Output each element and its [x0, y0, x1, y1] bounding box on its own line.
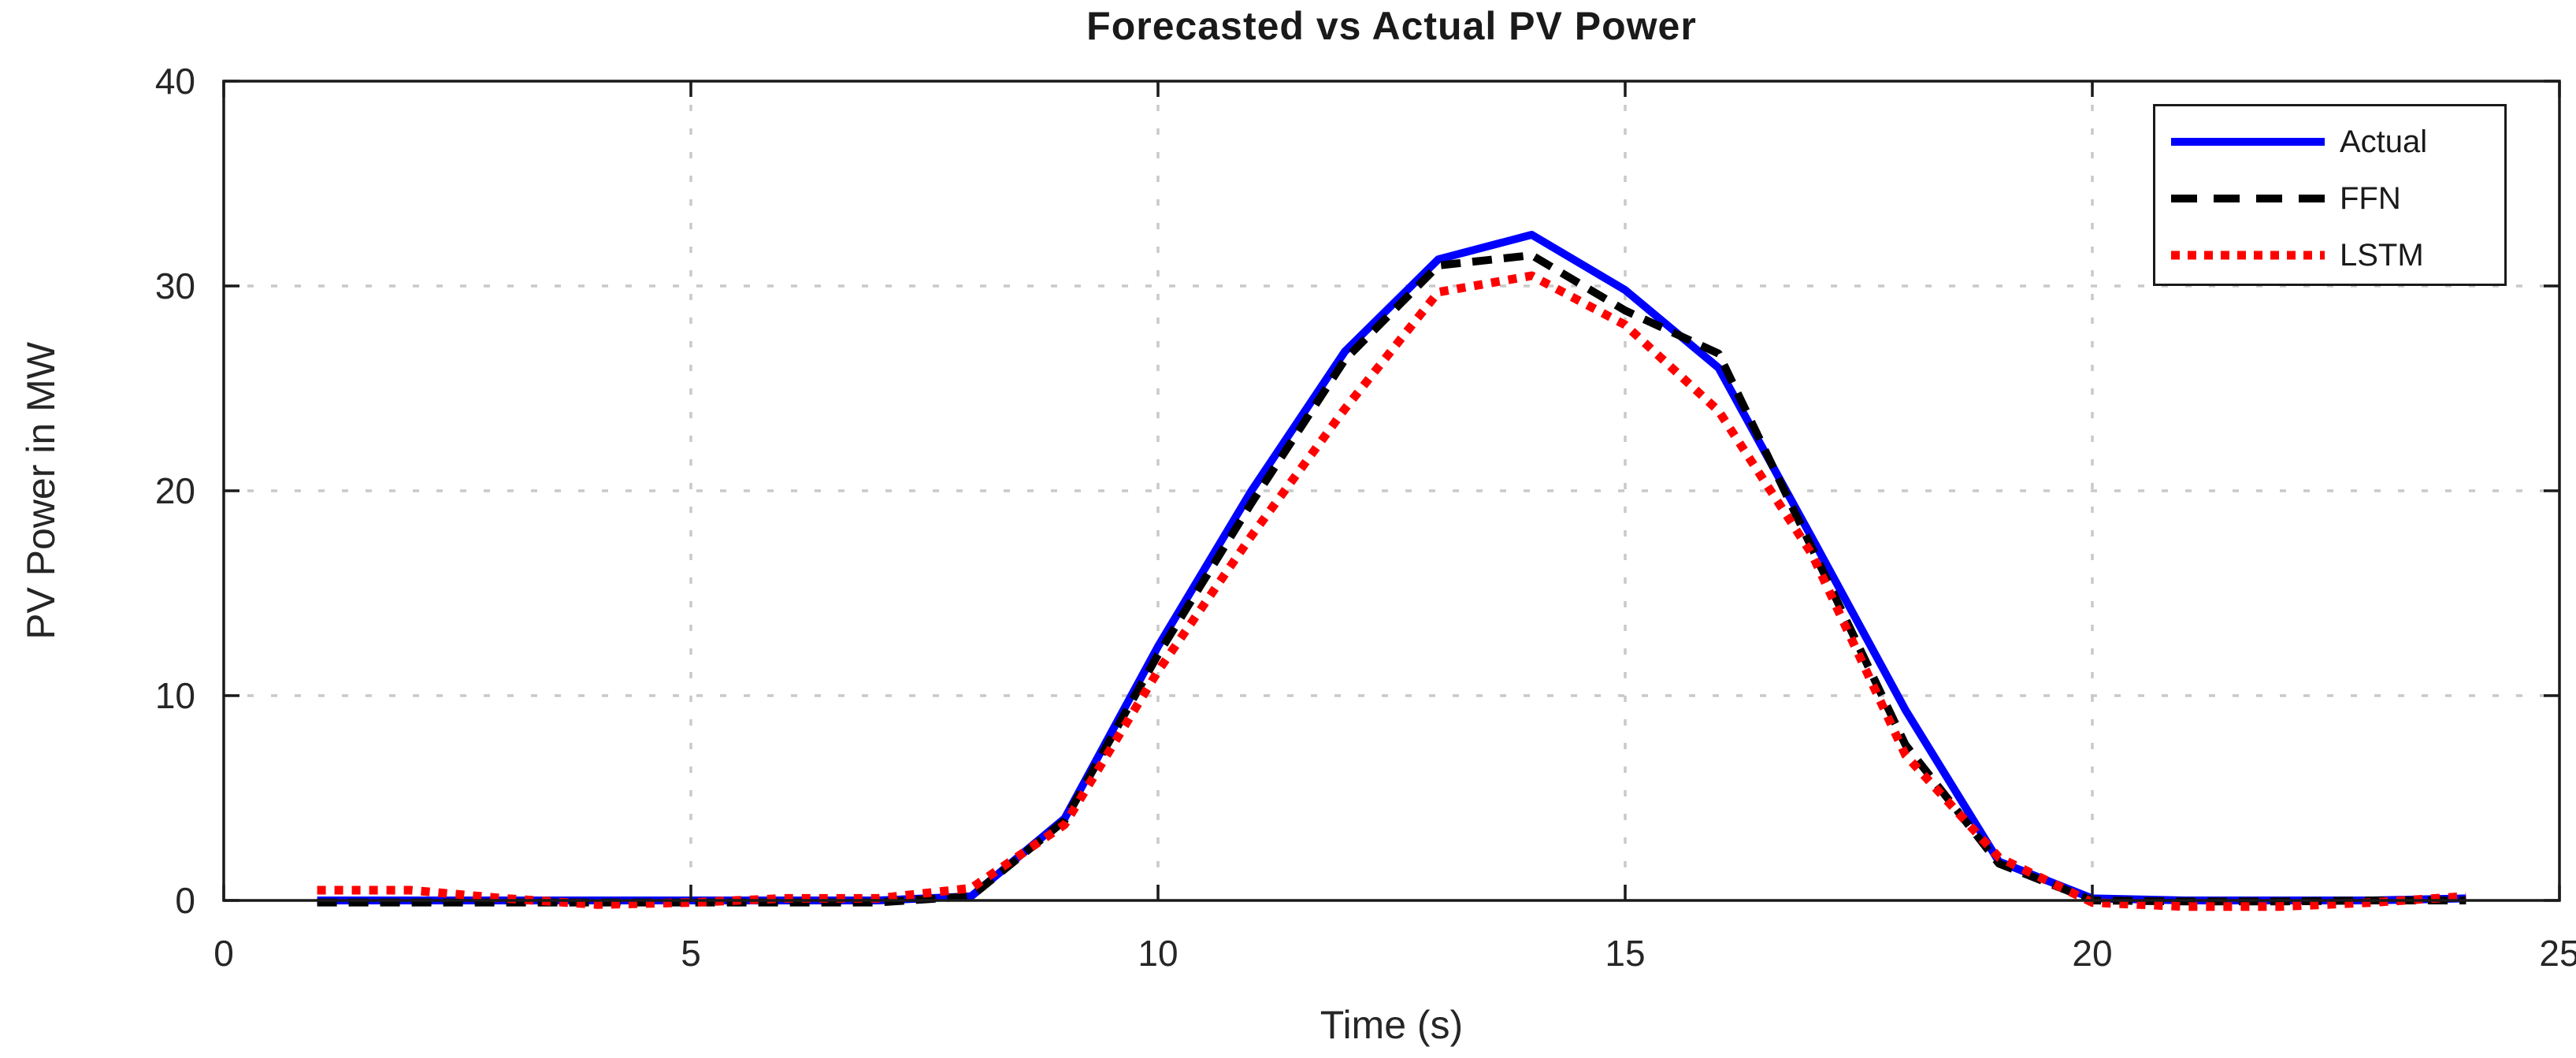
legend-line-sample-actual — [2171, 138, 2325, 146]
y-tick-label: 20 — [154, 470, 195, 511]
y-tick-label: 10 — [154, 675, 195, 716]
legend-item-lstm: LSTM — [2155, 227, 2504, 284]
x-tick-label: 20 — [2072, 933, 2113, 974]
series-line-lstm — [317, 271, 2467, 911]
legend-line-sample-ffn — [2171, 195, 2325, 202]
legend-line-sample-lstm — [2171, 251, 2325, 260]
series-line-ffn — [317, 251, 2467, 907]
legend-label: LSTM — [2340, 237, 2424, 273]
x-tick-label: 10 — [1138, 933, 1179, 974]
legend-item-actual: Actual — [2155, 113, 2504, 170]
x-tick-label: 0 — [213, 933, 234, 974]
x-tick-label: 25 — [2539, 933, 2576, 974]
x-tick-label: 5 — [681, 933, 701, 974]
legend-label: FFN — [2340, 180, 2401, 216]
legend-item-ffn: FFN — [2155, 170, 2504, 227]
x-axis-label: Time (s) — [1320, 1003, 1464, 1047]
y-tick-label: 30 — [154, 265, 195, 306]
legend-label: Actual — [2340, 124, 2428, 159]
y-tick-label: 40 — [154, 61, 195, 102]
x-tick-label: 15 — [1605, 933, 1646, 974]
chart-title: Forecasted vs Actual PV Power — [1086, 4, 1697, 48]
y-tick-label: 0 — [175, 880, 195, 921]
legend: Actual FFN LSTM — [2153, 104, 2507, 286]
y-axis-label: PV Power in MW — [19, 342, 63, 640]
series-line-actual — [317, 231, 2467, 904]
